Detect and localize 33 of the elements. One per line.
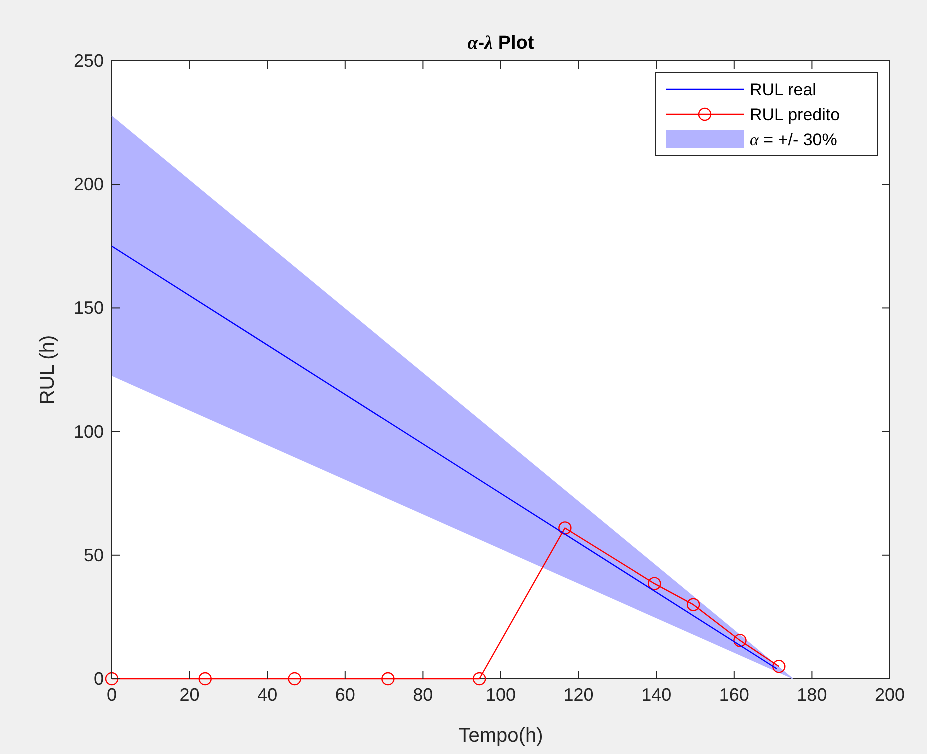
y-tick-label: 150 (74, 298, 104, 318)
x-tick-label: 0 (106, 685, 118, 705)
x-axis-title: Tempo(h) (458, 725, 544, 747)
point (734, 634, 747, 648)
point (288, 672, 302, 686)
x-tick-label: 20 (180, 685, 200, 705)
y-axis-title: RUL (h) (37, 335, 59, 405)
x-tick-label: 180 (797, 685, 828, 705)
point (558, 522, 572, 535)
x-tick-label: 80 (413, 685, 434, 705)
x-tick-label: 140 (642, 685, 672, 705)
x-tick-label: 40 (258, 685, 278, 705)
point (382, 672, 395, 686)
x-tick-label: 60 (335, 685, 356, 705)
x-tick-label: 100 (486, 685, 516, 705)
y-tick-label: 50 (84, 545, 104, 566)
legend-label: RUL real (750, 80, 816, 100)
point (686, 598, 700, 612)
point (648, 577, 662, 590)
x-tick-label: 200 (874, 685, 906, 705)
legend-label: α = +/- 30% (750, 130, 838, 150)
legend-label: RUL predito (750, 106, 840, 124)
point (198, 672, 212, 686)
point (105, 672, 119, 686)
point (473, 672, 486, 686)
x-tick-label: 120 (564, 685, 594, 705)
y-tick-label: 200 (74, 174, 104, 195)
point (772, 660, 786, 674)
y-tick-label: 250 (74, 51, 104, 71)
chart-title: α-λ Plot (468, 33, 535, 54)
y-tick-label: 100 (74, 422, 104, 442)
y-tick-label: 0 (94, 669, 104, 689)
x-tick-label: 160 (719, 685, 750, 705)
